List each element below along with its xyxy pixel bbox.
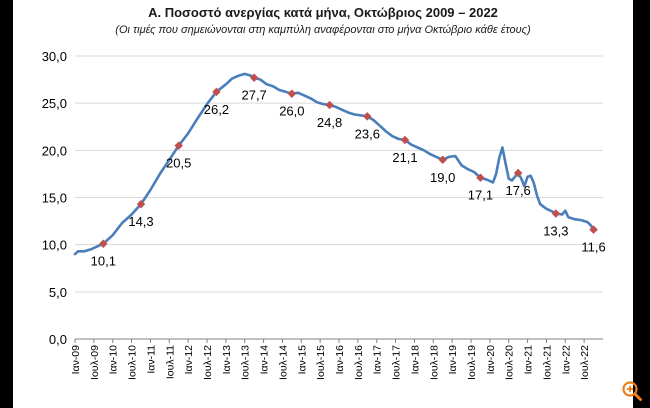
data-label: 27,7 — [241, 88, 266, 103]
data-point-marker — [174, 141, 183, 150]
y-tick-label: 20,0 — [42, 143, 67, 158]
data-point-marker — [212, 87, 221, 97]
x-tick-label: Ιαν-15 — [296, 345, 308, 375]
x-tick-label: Ιουλ-14 — [277, 345, 289, 380]
x-tick-label: Ιουλ-16 — [353, 345, 365, 380]
zoom-in-icon — [622, 381, 642, 401]
data-label: 13,3 — [543, 224, 568, 239]
y-tick-label: 15,0 — [42, 191, 67, 206]
x-tick-label: Ιουλ-19 — [466, 345, 478, 380]
line-chart: 0,0 5,0 10,0 15,0 20,0 25,0 30,0 Ιαν-09 Ιουλ-09 Ι… — [42, 49, 606, 380]
x-tick-label: Ιαν-10 — [108, 345, 120, 375]
data-label: 10,1 — [91, 254, 116, 269]
zoom-button[interactable] — [621, 380, 643, 402]
x-tick-label: Ιαν-11 — [145, 345, 157, 374]
data-point-marker — [400, 135, 410, 145]
x-tick-label: Ιαν-16 — [334, 345, 346, 375]
x-tick-label: Ιαν-17 — [372, 345, 384, 375]
data-point-marker — [476, 173, 485, 182]
x-tick-label: Ιαν-13 — [221, 345, 233, 375]
data-point-marker — [363, 112, 372, 121]
y-tick-label: 0,0 — [49, 332, 67, 347]
data-point-marker — [99, 239, 108, 248]
x-tick-label: Ιαν-21 — [523, 345, 535, 375]
x-tick-label: Ιουλ-22 — [579, 345, 591, 380]
data-label: 17,6 — [505, 183, 530, 198]
x-tick-label: Ιαν-12 — [183, 345, 195, 375]
x-tick-label: Ιαν-22 — [560, 345, 572, 375]
x-tick-label: Ιαν-20 — [485, 345, 497, 375]
y-tick-label: 25,0 — [42, 96, 67, 111]
data-label: 17,1 — [468, 188, 493, 203]
x-tick-label: Ιουλ-15 — [315, 345, 327, 380]
data-label: 23,6 — [355, 126, 380, 141]
x-tick-label: Ιουλ-17 — [391, 345, 403, 380]
x-tick-label: Ιουλ-11 — [164, 345, 176, 379]
x-tick-label: Ιαν-19 — [447, 345, 459, 375]
x-tick-label: Ιουλ-09 — [89, 345, 101, 380]
x-tick-label: Ιουλ-13 — [240, 345, 252, 380]
x-tick-label: Ιουλ-12 — [202, 345, 214, 380]
series-line — [73, 72, 595, 256]
data-label: 26,2 — [204, 102, 229, 117]
data-point-marker — [287, 89, 297, 98]
x-tick-label: Ιουλ-10 — [127, 345, 139, 380]
data-point-marker — [513, 168, 523, 178]
x-tick-label: Ιαν-09 — [70, 345, 82, 375]
x-tick-label: Ιαν-14 — [259, 345, 271, 375]
y-tick-label: 10,0 — [42, 238, 67, 253]
x-tick-label: Ιουλ-21 — [541, 345, 553, 380]
y-tick-label: 5,0 — [49, 285, 67, 300]
data-label: 19,0 — [430, 170, 455, 185]
data-label: 14,3 — [128, 214, 153, 229]
chart-card: Α. Ποσοστό ανεργίας κατά μήνα, Οκτώβριος… — [13, 0, 633, 408]
data-point-marker — [325, 100, 334, 110]
data-point-marker — [136, 199, 146, 209]
data-point-marker — [438, 155, 447, 165]
data-label: 26,0 — [279, 104, 304, 119]
y-tick-label: 30,0 — [42, 49, 67, 64]
x-tick-label: Ιουλ-20 — [504, 345, 516, 380]
x-tick-label: Ιουλ-18 — [428, 345, 440, 380]
data-label: 20,5 — [166, 156, 191, 171]
chart-subtitle: (Οι τιμές που σημειώνονται στη καμπύλη α… — [115, 24, 531, 36]
data-label: 21,1 — [392, 150, 417, 165]
chart-title: Α. Ποσοστό ανεργίας κατά μήνα, Οκτώβριος… — [148, 5, 498, 20]
data-label: 24,8 — [317, 115, 342, 130]
x-tick-label: Ιαν-18 — [409, 345, 421, 375]
data-label: 11,6 — [581, 240, 605, 255]
